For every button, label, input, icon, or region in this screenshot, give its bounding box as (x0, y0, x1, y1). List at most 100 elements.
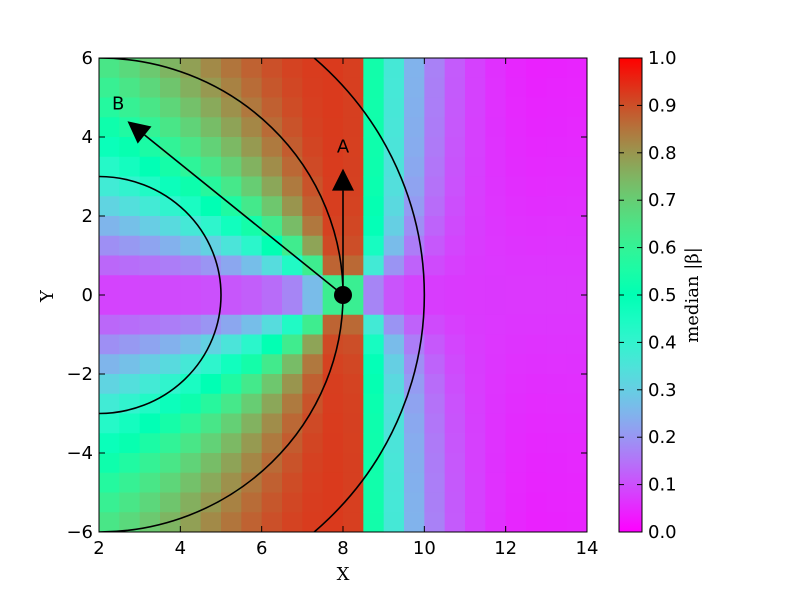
heatmap-cell (546, 275, 568, 296)
heatmap-cell (119, 216, 141, 237)
heatmap-cell (241, 295, 263, 316)
heatmap-cell (99, 176, 120, 197)
heatmap-cell (383, 492, 405, 513)
heatmap-cell (119, 334, 141, 355)
heatmap-cell (241, 58, 263, 79)
heatmap-cell (261, 393, 283, 415)
heatmap-cell (505, 255, 527, 276)
heatmap-cell (485, 374, 507, 395)
heatmap-cell (566, 492, 587, 513)
colorbar-tick-label: 0.0 (648, 522, 677, 543)
heatmap-cell (465, 393, 486, 415)
heatmap-cell (160, 117, 181, 138)
heatmap-cell (99, 196, 120, 217)
heatmap-cell (282, 275, 303, 296)
heatmap-cell (444, 196, 466, 217)
heatmap-cell (465, 512, 486, 532)
heatmap-cell (322, 117, 344, 138)
heatmap-cell (221, 512, 242, 532)
arrow-b-shaft (144, 134, 344, 296)
arrow-label-a: A (337, 137, 350, 158)
heatmap-cell (302, 374, 324, 395)
x-tick-label: 14 (576, 538, 599, 559)
y-tick-label: 4 (82, 127, 93, 148)
heatmap-cell (139, 314, 161, 336)
heatmap-cell (139, 374, 161, 395)
heatmap-cell (485, 413, 507, 434)
heatmap-cell (363, 275, 385, 296)
heatmap-cell (444, 156, 466, 178)
heatmap-cell (546, 472, 568, 494)
heatmap-cell (160, 235, 181, 257)
heatmap-cell (546, 196, 568, 217)
heatmap-cell (546, 117, 568, 138)
heatmap-cell (363, 196, 385, 217)
heatmap-cell (302, 77, 324, 99)
heatmap-cell (139, 393, 161, 415)
heatmap-cell (505, 374, 527, 395)
heatmap-cell (363, 393, 385, 415)
heatmap-cell (404, 216, 425, 237)
heatmap-cell (261, 235, 283, 257)
heatmap-cell (485, 58, 507, 79)
heatmap-cell (180, 235, 202, 257)
heatmap-cell (322, 512, 344, 532)
heatmap-cell (546, 176, 568, 197)
heatmap-cell (383, 512, 405, 532)
heatmap-cell (383, 354, 405, 375)
heatmap-cell (363, 512, 385, 532)
heatmap-cell (99, 453, 120, 474)
heatmap-cell (200, 453, 222, 474)
heatmap-cell (485, 275, 507, 296)
heatmap-cell (241, 393, 263, 415)
heatmap-cell (119, 512, 141, 532)
heatmap-cell (302, 354, 324, 375)
heatmap-cell (424, 374, 446, 395)
x-tick-label: 6 (256, 538, 267, 559)
heatmap-cell (424, 275, 446, 296)
heatmap-cell (485, 216, 507, 237)
heatmap-cell (282, 117, 303, 138)
heatmap-cell (221, 433, 242, 454)
heatmap-cell (465, 255, 486, 276)
heatmap-cell (261, 354, 283, 375)
heatmap-cell (383, 156, 405, 178)
heatmap-cell (505, 512, 527, 532)
heatmap-cell (241, 196, 263, 217)
y-axis: −6 −4 −2 0 2 4 6 (66, 48, 587, 543)
heatmap-cell (180, 255, 202, 276)
heatmap-cell (302, 235, 324, 257)
heatmap-cell (404, 314, 425, 336)
heatmap-cell (99, 374, 120, 395)
arrow-label-b: B (112, 94, 124, 115)
heatmap-cell (241, 413, 263, 434)
heatmap-cell (383, 374, 405, 395)
heatmap-cell (526, 354, 547, 375)
heatmap-cell (119, 453, 141, 474)
heatmap-cell (404, 77, 425, 99)
heatmap-cell (302, 137, 324, 158)
heatmap-cell (160, 156, 181, 178)
heatmap-cell (160, 176, 181, 197)
heatmap-cell (99, 295, 120, 316)
heatmap-cell (465, 492, 486, 513)
heatmap-cell (160, 295, 181, 316)
heatmap-cell (180, 492, 202, 513)
heatmap-cell (160, 472, 181, 494)
heatmap-cell (566, 354, 587, 375)
heatmap-cell (404, 512, 425, 532)
heatmap-cell (526, 216, 547, 237)
heatmap-cell (566, 433, 587, 454)
heatmap-cell (424, 196, 446, 217)
heatmap-cell (566, 453, 587, 474)
heatmap-cell (322, 137, 344, 158)
heatmap-cell (424, 512, 446, 532)
heatmap-cell (139, 433, 161, 454)
heatmap-cell (465, 176, 486, 197)
overlays (99, 58, 426, 532)
heatmap-cell (566, 512, 587, 532)
heatmap-cell (424, 492, 446, 513)
heatmap-cell (221, 275, 242, 296)
heatmap-cell (485, 472, 507, 494)
colorbar-tick-label: 0.9 (648, 95, 677, 116)
